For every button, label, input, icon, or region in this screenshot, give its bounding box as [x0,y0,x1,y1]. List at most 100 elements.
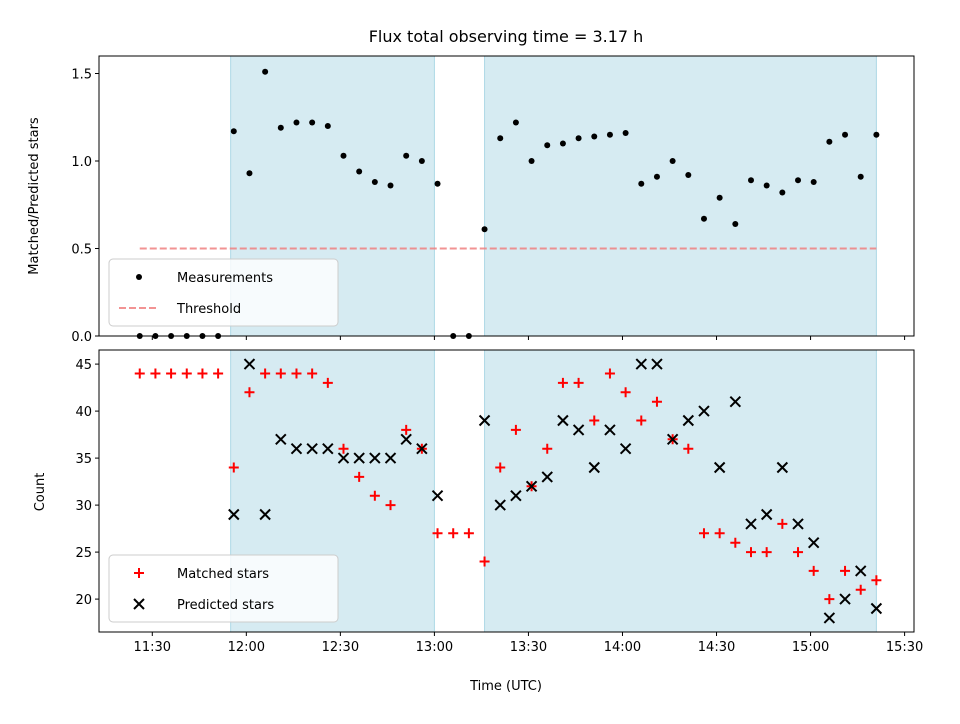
predicted-star-point [776,461,789,474]
measurement-point [356,168,363,175]
x-tick-label: 13:00 [416,640,453,655]
measurement-point [873,131,880,138]
matched-star-point [291,368,302,379]
matched-star-point [510,424,521,435]
x-tick-label: 14:00 [604,640,641,655]
predicted-star-point [400,433,412,446]
legend-label: Matched stars [177,567,269,582]
predicted-star-point [807,536,820,549]
measurement-point [403,152,410,159]
predicted-star-point [337,452,350,464]
measurement-point [700,215,707,222]
predicted-star-point [478,414,491,427]
matched-star-point [260,368,271,379]
matched-star-point [604,368,615,379]
matched-star-point [166,368,177,379]
measurement-point [246,170,253,177]
predicted-star-point [525,480,538,493]
matched-star-point [730,537,741,548]
measurement-point [371,179,378,185]
y-tick-label: 45 [75,358,92,373]
measurement-point [685,172,692,178]
x-tick-label: 12:30 [322,640,359,655]
predicted-star-point [290,442,303,455]
measurement-point [309,119,316,126]
matched-star-point [448,528,459,539]
predicted-star-point [839,593,851,605]
measurement-point [795,177,802,184]
matched-star-point [871,575,882,586]
count-panel: 11:30 12:00 12:30 13:00 13:30 14:00 14:30 15:00… [75,349,923,655]
matched-star-point [432,528,443,539]
measurement-point [763,182,770,189]
y-tick-label: 20 [75,593,92,608]
measurement-point [826,138,833,145]
y-tick-label: 35 [75,452,92,467]
y-tick-label: 1.5 [71,68,92,83]
matched-star-point [150,368,161,379]
measurement-point [669,158,676,164]
matched-star-point [463,528,474,539]
predicted-star-point [572,424,585,436]
predicted-star-point [604,424,616,436]
legend-predicted-swatch [133,598,145,610]
legend-box [108,258,339,327]
y-tick-label: 40 [75,405,92,420]
x-axis-label: Time (UTC) [469,679,542,694]
measurement-point [340,152,347,159]
legend-label: Measurements [177,271,273,286]
predicted-star-point [666,433,679,446]
predicted-star-point [745,518,757,530]
predicted-star-point [823,612,836,624]
y-tick-label: 1.0 [71,155,92,170]
x-tick-label: 12:00 [228,640,265,655]
measurement-point [434,180,441,187]
predicted-star-point [510,489,522,502]
matched-star-point [197,368,208,379]
axes-frame [98,349,915,633]
x-tick-label: 15:00 [792,640,829,655]
matched-star-point [683,443,694,454]
predicted-star-point [243,358,256,370]
predicted-star-point [792,518,804,530]
measurement-point [732,221,739,227]
ratio-panel: 0.0 0.5 1.0 1.5 Measurements Threshold [71,55,915,345]
shaded-region [484,349,877,633]
predicted-star-point [384,452,397,464]
matched-star-point [636,415,647,426]
predicted-star-point [353,452,365,464]
matched-star-point [714,528,725,539]
predicted-star-point [494,499,506,511]
predicted-star-point [228,508,240,521]
x-tick-label: 15:30 [886,640,923,655]
matched-star-point [134,368,145,379]
matched-star-point [542,443,553,454]
predicted-star-point [682,414,695,427]
matched-star-point [479,556,490,567]
measurement-point [324,123,331,129]
legend-label: Predicted stars [177,598,274,613]
matched-star-point [824,594,835,605]
y-tick-label: 25 [75,546,92,561]
matched-star-point [777,518,788,529]
predicted-star-point [760,508,773,521]
matched-star-point [228,462,239,473]
matched-star-point [385,500,396,511]
predicted-star-point [651,358,663,370]
measurement-point [387,182,394,189]
matched-star-point [338,443,349,454]
measurement-point [528,158,535,164]
matched-star-point [322,377,333,388]
measurement-point [653,173,660,180]
predicted-star-point [619,442,632,455]
shaded-region [484,55,877,337]
measurement-point [748,177,754,184]
matched-star-point [620,387,631,398]
predicted-star-point [416,442,428,455]
top-y-axis-label: Matched/Predicted stars [27,117,42,275]
matched-star-point [307,368,318,379]
y-tick-label: 0.5 [71,243,92,258]
measurement-point [606,131,613,138]
measurement-point [842,131,849,138]
